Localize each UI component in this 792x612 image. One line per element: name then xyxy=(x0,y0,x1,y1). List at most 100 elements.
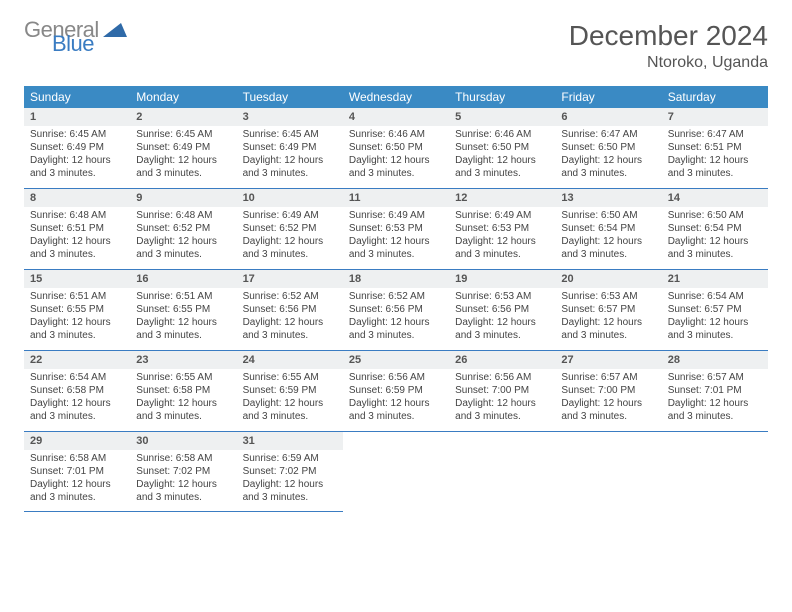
day-cell: 21Sunrise: 6:54 AMSunset: 6:57 PMDayligh… xyxy=(662,270,768,350)
calendar: SundayMondayTuesdayWednesdayThursdayFrid… xyxy=(24,86,768,512)
day-number-bar: 10 xyxy=(237,189,343,207)
day-number-bar: 11 xyxy=(343,189,449,207)
day-header-monday: Monday xyxy=(130,86,236,108)
daylight-text: Daylight: 12 hours and 3 minutes. xyxy=(455,235,549,261)
month-title: December 2024 xyxy=(569,20,768,52)
day-number-bar: 27 xyxy=(555,351,661,369)
day-number: 21 xyxy=(668,273,680,285)
day-number-bar: 17 xyxy=(237,270,343,288)
daylight-text: Daylight: 12 hours and 3 minutes. xyxy=(243,316,337,342)
day-cell: 20Sunrise: 6:53 AMSunset: 6:57 PMDayligh… xyxy=(555,270,661,350)
sunrise-text: Sunrise: 6:58 AM xyxy=(30,452,124,465)
daylight-text: Daylight: 12 hours and 3 minutes. xyxy=(30,478,124,504)
sunrise-text: Sunrise: 6:54 AM xyxy=(30,371,124,384)
sunset-text: Sunset: 6:57 PM xyxy=(561,303,655,316)
sunrise-text: Sunrise: 6:56 AM xyxy=(455,371,549,384)
sunset-text: Sunset: 6:59 PM xyxy=(243,384,337,397)
day-headers: SundayMondayTuesdayWednesdayThursdayFrid… xyxy=(24,86,768,108)
daylight-text: Daylight: 12 hours and 3 minutes. xyxy=(136,316,230,342)
day-number-bar: 8 xyxy=(24,189,130,207)
sunset-text: Sunset: 6:56 PM xyxy=(455,303,549,316)
day-number-bar: 31 xyxy=(237,432,343,450)
daylight-text: Daylight: 12 hours and 3 minutes. xyxy=(243,397,337,423)
sunrise-text: Sunrise: 6:46 AM xyxy=(349,128,443,141)
day-number: 27 xyxy=(561,354,573,366)
day-number-bar: 4 xyxy=(343,108,449,126)
day-cell: 3Sunrise: 6:45 AMSunset: 6:49 PMDaylight… xyxy=(237,108,343,188)
daylight-text: Daylight: 12 hours and 3 minutes. xyxy=(455,154,549,180)
day-number: 4 xyxy=(349,111,355,123)
sunrise-text: Sunrise: 6:53 AM xyxy=(561,290,655,303)
empty-cell xyxy=(555,432,661,512)
day-cell: 27Sunrise: 6:57 AMSunset: 7:00 PMDayligh… xyxy=(555,351,661,431)
sunrise-text: Sunrise: 6:58 AM xyxy=(136,452,230,465)
day-cell: 4Sunrise: 6:46 AMSunset: 6:50 PMDaylight… xyxy=(343,108,449,188)
sunset-text: Sunset: 6:53 PM xyxy=(349,222,443,235)
sunrise-text: Sunrise: 6:49 AM xyxy=(243,209,337,222)
week-row: 22Sunrise: 6:54 AMSunset: 6:58 PMDayligh… xyxy=(24,351,768,432)
day-number: 6 xyxy=(561,111,567,123)
day-number: 19 xyxy=(455,273,467,285)
day-number: 16 xyxy=(136,273,148,285)
day-number: 25 xyxy=(349,354,361,366)
sunset-text: Sunset: 7:02 PM xyxy=(243,465,337,478)
day-header-wednesday: Wednesday xyxy=(343,86,449,108)
day-cell: 18Sunrise: 6:52 AMSunset: 6:56 PMDayligh… xyxy=(343,270,449,350)
daylight-text: Daylight: 12 hours and 3 minutes. xyxy=(455,316,549,342)
daylight-text: Daylight: 12 hours and 3 minutes. xyxy=(349,235,443,261)
sunrise-text: Sunrise: 6:53 AM xyxy=(455,290,549,303)
sunrise-text: Sunrise: 6:54 AM xyxy=(668,290,762,303)
sunrise-text: Sunrise: 6:49 AM xyxy=(349,209,443,222)
sunset-text: Sunset: 6:56 PM xyxy=(349,303,443,316)
sunset-text: Sunset: 6:53 PM xyxy=(455,222,549,235)
day-number-bar: 18 xyxy=(343,270,449,288)
day-header-thursday: Thursday xyxy=(449,86,555,108)
sunset-text: Sunset: 6:58 PM xyxy=(136,384,230,397)
empty-cell xyxy=(662,432,768,512)
sunrise-text: Sunrise: 6:50 AM xyxy=(561,209,655,222)
daylight-text: Daylight: 12 hours and 3 minutes. xyxy=(668,154,762,180)
day-cell: 22Sunrise: 6:54 AMSunset: 6:58 PMDayligh… xyxy=(24,351,130,431)
day-cell: 23Sunrise: 6:55 AMSunset: 6:58 PMDayligh… xyxy=(130,351,236,431)
day-number: 9 xyxy=(136,192,142,204)
day-cell: 1Sunrise: 6:45 AMSunset: 6:49 PMDaylight… xyxy=(24,108,130,188)
daylight-text: Daylight: 12 hours and 3 minutes. xyxy=(30,235,124,261)
sunrise-text: Sunrise: 6:46 AM xyxy=(455,128,549,141)
day-number: 28 xyxy=(668,354,680,366)
day-number-bar: 6 xyxy=(555,108,661,126)
sunrise-text: Sunrise: 6:45 AM xyxy=(136,128,230,141)
day-number-bar: 15 xyxy=(24,270,130,288)
empty-cell xyxy=(449,432,555,512)
daylight-text: Daylight: 12 hours and 3 minutes. xyxy=(668,397,762,423)
day-cell: 9Sunrise: 6:48 AMSunset: 6:52 PMDaylight… xyxy=(130,189,236,269)
week-row: 29Sunrise: 6:58 AMSunset: 7:01 PMDayligh… xyxy=(24,432,768,512)
day-number-bar: 12 xyxy=(449,189,555,207)
sunset-text: Sunset: 7:02 PM xyxy=(136,465,230,478)
sunset-text: Sunset: 6:50 PM xyxy=(561,141,655,154)
sunrise-text: Sunrise: 6:47 AM xyxy=(561,128,655,141)
day-number-bar: 24 xyxy=(237,351,343,369)
sunset-text: Sunset: 7:00 PM xyxy=(561,384,655,397)
day-number-bar: 30 xyxy=(130,432,236,450)
day-number: 15 xyxy=(30,273,42,285)
sunset-text: Sunset: 6:51 PM xyxy=(668,141,762,154)
daylight-text: Daylight: 12 hours and 3 minutes. xyxy=(349,316,443,342)
daylight-text: Daylight: 12 hours and 3 minutes. xyxy=(136,478,230,504)
day-header-tuesday: Tuesday xyxy=(237,86,343,108)
day-number: 2 xyxy=(136,111,142,123)
day-cell: 30 Sunrise: 6:58 AMSunset: 7:02 PMDayligh… xyxy=(130,432,236,512)
sunset-text: Sunset: 6:51 PM xyxy=(30,222,124,235)
day-cell: 25Sunrise: 6:56 AMSunset: 6:59 PMDayligh… xyxy=(343,351,449,431)
sunset-text: Sunset: 7:00 PM xyxy=(455,384,549,397)
daylight-text: Daylight: 12 hours and 3 minutes. xyxy=(668,316,762,342)
day-number-bar: 16 xyxy=(130,270,236,288)
daylight-text: Daylight: 12 hours and 3 minutes. xyxy=(561,154,655,180)
day-number: 1 xyxy=(30,111,36,123)
daylight-text: Daylight: 12 hours and 3 minutes. xyxy=(668,235,762,261)
day-cell: 19 Sunrise: 6:53 AMSunset: 6:56 PMDayligh… xyxy=(449,270,555,350)
day-number-bar: 3 xyxy=(237,108,343,126)
day-cell: 31Sunrise: 6:59 AMSunset: 7:02 PMDayligh… xyxy=(237,432,343,512)
sunrise-text: Sunrise: 6:48 AM xyxy=(136,209,230,222)
sunset-text: Sunset: 6:52 PM xyxy=(136,222,230,235)
day-number-bar: 25 xyxy=(343,351,449,369)
